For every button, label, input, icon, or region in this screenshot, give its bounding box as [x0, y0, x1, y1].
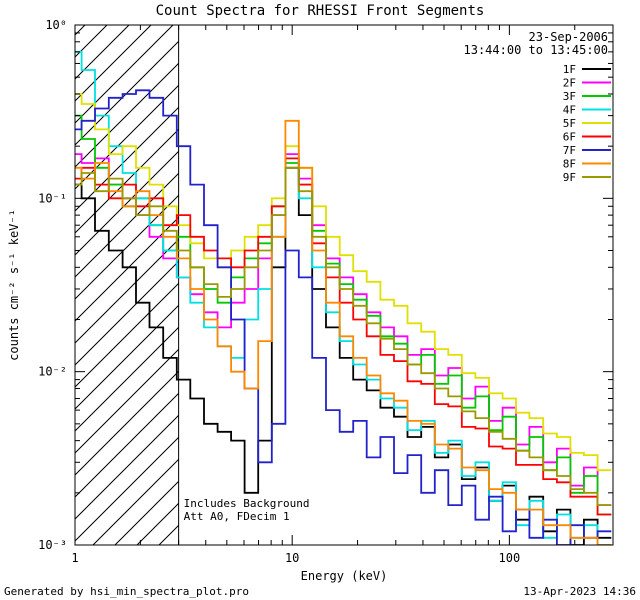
plot-annotation: Includes Background [184, 497, 310, 510]
x-tick-label: 100 [499, 551, 521, 565]
legend-label-8F: 8F [563, 158, 576, 171]
series-curve-7F [75, 89, 612, 545]
series-curve-6F [75, 157, 612, 516]
axis-ticks [74, 24, 614, 546]
x-tick-label: 10 [285, 551, 299, 565]
spectra-series-group [75, 50, 612, 545]
low-energy-hatch-region [75, 25, 179, 545]
footer-timestamp: 13-Apr-2023 14:36 [523, 585, 636, 598]
plot-title: Count Spectra for RHESSI Front Segments [155, 3, 485, 19]
plot-annotation: Att A0, FDecim 1 [184, 510, 290, 523]
series-curve-5F [75, 93, 612, 472]
y-axis-label: counts cm⁻² s⁻¹ keV⁻¹ [7, 209, 21, 361]
x-tick-label: 1 [71, 551, 78, 565]
x-axis-label: Energy (keV) [301, 569, 388, 583]
series-curve-9F [75, 166, 612, 506]
y-tick-label: 10⁻³ [38, 538, 67, 552]
y-tick-label: 10⁻¹ [38, 191, 67, 205]
footer-generator-text: Generated by hsi_min_spectra_plot.pro [4, 585, 250, 598]
y-tick-label: 10⁻² [38, 365, 67, 379]
legend-label-6F: 6F [563, 131, 576, 144]
legend-label-5F: 5F [563, 117, 576, 130]
legend-label-4F: 4F [563, 104, 576, 117]
legend-label-7F: 7F [563, 144, 576, 157]
legend-label-3F: 3F [563, 90, 576, 103]
legend-label-9F: 9F [563, 171, 576, 184]
y-tick-label: 10⁰ [45, 18, 67, 32]
plot-border [74, 24, 614, 546]
legend-label-2F: 2F [563, 77, 576, 90]
legend-date: 23-Sep-2006 [529, 30, 608, 44]
legend-time-range: 13:44:00 to 13:45:00 [464, 43, 609, 57]
series-curve-8F [75, 119, 612, 545]
legend-label-1F: 1F [563, 63, 576, 76]
